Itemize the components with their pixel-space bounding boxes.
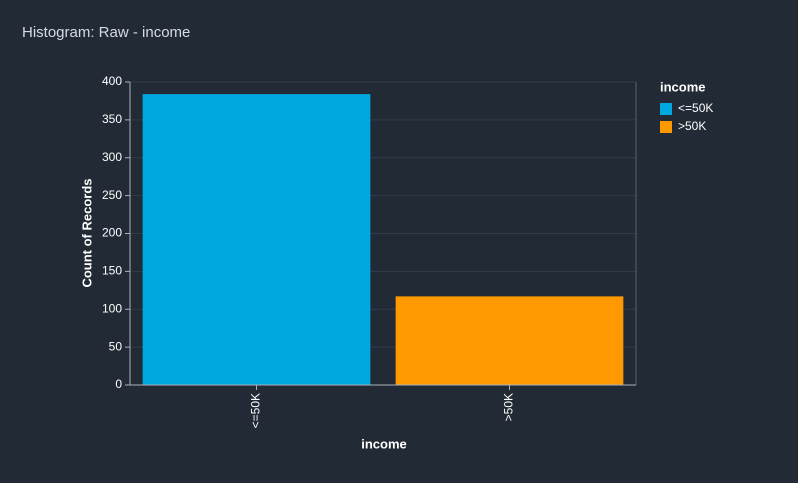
y-tick-label: 400 [102, 74, 122, 88]
bar [142, 94, 371, 386]
x-tick-label: <=50K [249, 393, 263, 428]
y-tick-label: 150 [102, 264, 122, 278]
y-axis-title: Count of Records [79, 178, 94, 287]
legend-label: >50K [678, 119, 706, 133]
y-tick-label: 100 [102, 301, 122, 315]
bar [395, 296, 624, 385]
x-axis-title: income [361, 436, 407, 451]
y-tick-label: 300 [102, 150, 122, 164]
y-tick-label: 200 [102, 226, 122, 240]
y-tick-label: 50 [109, 339, 123, 353]
legend-label: <=50K [678, 101, 713, 115]
legend-title: income [660, 79, 706, 94]
legend-swatch [660, 121, 672, 133]
y-tick-label: 250 [102, 188, 122, 202]
x-tick-label: >50K [502, 393, 516, 421]
legend-swatch [660, 103, 672, 115]
y-tick-label: 350 [102, 112, 122, 126]
y-tick-label: 0 [115, 377, 122, 391]
chart-title: Histogram: Raw - income [22, 24, 190, 41]
